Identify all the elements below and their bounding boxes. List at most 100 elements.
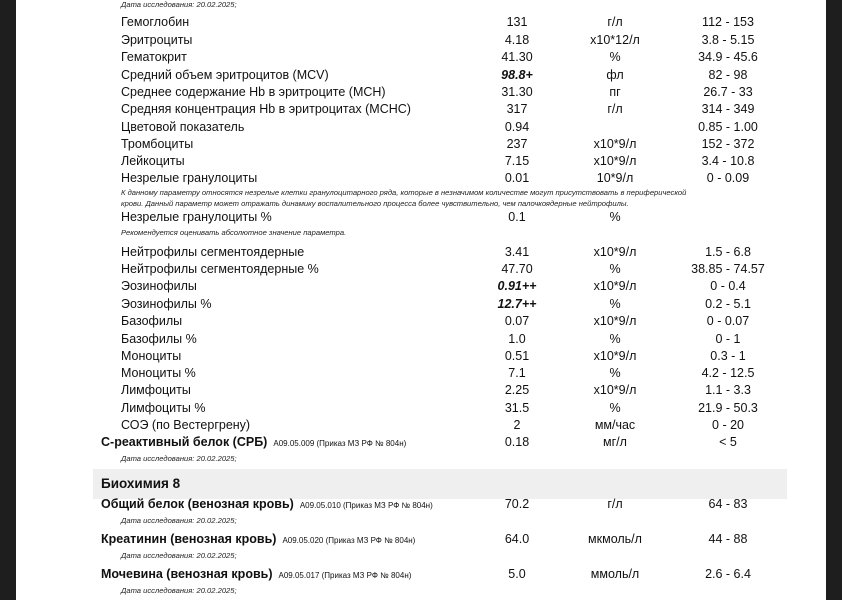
- test-unit: x10*9/л: [593, 314, 637, 328]
- test-unit: %: [609, 262, 621, 276]
- test-ref: 0 - 0.4: [710, 279, 746, 293]
- test-code: A09.05.020 (Приказ МЗ РФ № 804н): [282, 536, 416, 545]
- test-unit: x10*9/л: [593, 383, 637, 397]
- result-row: Цветовой показатель 0.94 0.85 - 1.00: [0, 119, 842, 136]
- test-unit: x10*9/л: [593, 279, 637, 293]
- test-ref: 21.9 - 50.3: [698, 401, 758, 415]
- test-ref: 44 - 88: [708, 532, 748, 546]
- test-value: 1.0: [508, 332, 526, 346]
- test-name: Тромбоциты: [121, 137, 194, 151]
- test-name: Базофилы %: [121, 332, 197, 346]
- study-date: Дата исследования: 20.02.2025;: [121, 586, 237, 595]
- test-value: 12.7++: [497, 297, 537, 311]
- test-ref: 3.8 - 5.15: [701, 33, 755, 47]
- result-row: Лимфоциты 2.25 x10*9/л 1.1 - 3.3: [0, 382, 842, 399]
- viewer-edge-left: [0, 0, 16, 600]
- test-unit: мм/час: [594, 418, 636, 432]
- test-value: 0.51: [504, 349, 530, 363]
- test-ref: 0 - 0.07: [706, 314, 750, 328]
- result-row: Базофилы 0.07 x10*9/л 0 - 0.07: [0, 313, 842, 330]
- test-value: 31.5: [504, 401, 530, 415]
- test-ref: 152 - 372: [701, 137, 755, 151]
- test-unit: %: [609, 366, 621, 380]
- test-value: 31.30: [501, 85, 533, 99]
- test-unit: пг: [609, 85, 621, 99]
- test-ref: 314 - 349: [701, 102, 755, 116]
- test-unit: x10*9/л: [593, 245, 637, 259]
- test-ref: 0 - 1: [715, 332, 741, 346]
- test-value: 98.8+: [501, 68, 533, 82]
- test-value: 70.2: [504, 497, 530, 511]
- test-unit: %: [609, 297, 621, 311]
- test-unit: x10*9/л: [593, 154, 637, 168]
- result-row: Незрелые гранулоциты 0.01 10*9/л 0 - 0.0…: [0, 170, 842, 187]
- test-unit: %: [609, 332, 621, 346]
- result-row: Моноциты % 7.1 % 4.2 - 12.5: [0, 365, 842, 382]
- test-value: 5.0: [508, 567, 526, 581]
- test-value: 2.25: [504, 383, 530, 397]
- test-unit: мкмоль/л: [588, 532, 642, 546]
- test-ref: 3.4 - 10.8: [701, 154, 755, 168]
- test-name: Эритроциты: [121, 33, 193, 47]
- note-immature-1: К данному параметру относятся незрелые к…: [121, 188, 687, 197]
- test-code: A09.05.010 (Приказ МЗ РФ № 804н): [299, 501, 433, 510]
- test-value: 7.1: [508, 366, 526, 380]
- test-unit: г/л: [607, 497, 623, 511]
- result-row: Незрелые гранулоциты % 0.1 %: [0, 209, 842, 226]
- test-value: 4.18: [504, 33, 530, 47]
- test-ref: 0.2 - 5.1: [705, 297, 751, 311]
- test-ref: 1.5 - 6.8: [705, 245, 751, 259]
- study-date: Дата исследования: 20.02.2025;: [121, 516, 237, 525]
- test-ref: < 5: [719, 435, 737, 449]
- study-date: Дата исследования: 20.02.2025;: [121, 0, 237, 9]
- test-value: 131: [506, 15, 528, 29]
- test-unit: x10*9/л: [593, 349, 637, 363]
- test-ref: 26.7 - 33: [703, 85, 753, 99]
- section-header: Биохимия 8: [93, 469, 787, 499]
- result-row: Базофилы % 1.0 % 0 - 1: [0, 331, 842, 348]
- result-row: Тромбоциты 237 x10*9/л 152 - 372: [0, 136, 842, 153]
- test-unit: x10*9/л: [593, 137, 637, 151]
- result-row: Нейтрофилы сегментоядерные % 47.70 % 38.…: [0, 261, 842, 278]
- test-name: Нейтрофилы сегментоядерные %: [121, 262, 319, 276]
- result-row: Лимфоциты % 31.5 % 21.9 - 50.3: [0, 400, 842, 417]
- test-name: СОЭ (по Вестергрену): [121, 418, 251, 432]
- result-row: Гематокрит 41.30 % 34.9 - 45.6: [0, 49, 842, 66]
- test-name: Эозинофилы: [121, 279, 197, 293]
- test-name: Лимфоциты %: [121, 401, 206, 415]
- test-ref: 0 - 20: [712, 418, 744, 432]
- study-date: Дата исследования: 20.02.2025;: [121, 454, 237, 463]
- test-name: Моноциты %: [121, 366, 196, 380]
- test-unit: 10*9/л: [596, 171, 634, 185]
- test-name: Общий белок (венозная кровь): [101, 497, 294, 511]
- test-code: A09.05.017 (Приказ МЗ РФ № 804н): [278, 571, 412, 580]
- test-ref: 0 - 0.09: [706, 171, 750, 185]
- test-value: 317: [506, 102, 528, 116]
- test-value: 2: [513, 418, 521, 432]
- result-row: Средняя концентрация Hb в эритроцитах (M…: [0, 101, 842, 118]
- test-ref: 82 - 98: [708, 68, 748, 82]
- test-ref: 0.85 - 1.00: [698, 120, 758, 134]
- result-row: Гемоглобин 131 г/л 112 - 153: [0, 14, 842, 31]
- test-ref: 4.2 - 12.5: [701, 366, 755, 380]
- test-unit: г/л: [607, 102, 623, 116]
- test-ref: 112 - 153: [702, 15, 754, 29]
- test-name: Лейкоциты: [121, 154, 185, 168]
- test-name: Цветовой показатель: [121, 120, 245, 134]
- result-row: Эозинофилы % 12.7++ % 0.2 - 5.1: [0, 296, 842, 313]
- test-name: Креатинин (венозная кровь): [101, 532, 277, 546]
- result-row: Среднее содержание Hb в эритроците (MCH)…: [0, 84, 842, 101]
- test-unit: г/л: [607, 15, 623, 29]
- test-value: 0.18: [504, 435, 530, 449]
- test-unit: ммоль/л: [590, 567, 640, 581]
- test-value: 0.91++: [497, 279, 537, 293]
- test-value: 0.94: [504, 120, 530, 134]
- test-name: С-реактивный белок (СРБ): [101, 435, 268, 449]
- test-name: Незрелые гранулоциты: [121, 171, 258, 185]
- result-row: Средний объем эритроцитов (MCV) 98.8+ фл…: [0, 67, 842, 84]
- section-title: Биохимия 8: [101, 476, 181, 491]
- test-value: 64.0: [504, 532, 530, 546]
- test-name: Моноциты: [121, 349, 182, 363]
- test-ref: 34.9 - 45.6: [698, 50, 758, 64]
- test-value: 0.1: [508, 210, 526, 224]
